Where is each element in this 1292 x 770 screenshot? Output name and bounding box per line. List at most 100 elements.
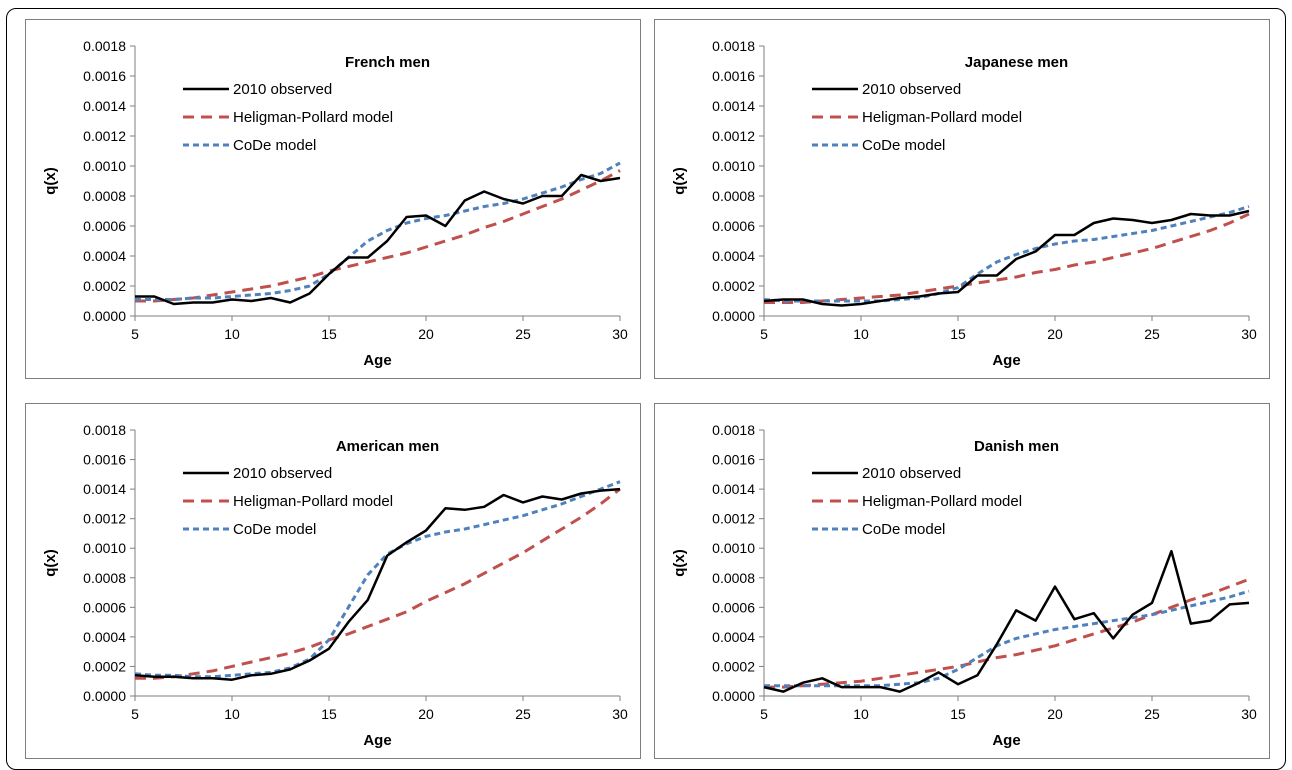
chart-border <box>25 403 641 759</box>
x-axis-title: Age <box>363 732 391 749</box>
x-tick-label: 25 <box>1144 706 1160 722</box>
y-axis-title: q(x) <box>671 167 688 195</box>
y-tick-label: 0.0004 <box>83 248 126 264</box>
y-tick-label: 0.0002 <box>83 278 126 294</box>
y-tick-label: 0.0016 <box>83 68 126 84</box>
y-axis-title: q(x) <box>42 167 59 195</box>
series-line-heligman-pollard-model <box>764 577 1250 689</box>
x-tick-label: 30 <box>612 326 628 342</box>
chart-panel-japanese-men: 0.0000 0.0002 0.0004 0.0006 0.0008 0.0010 0.00… <box>654 19 1270 379</box>
series-line-heligman-pollard-model <box>135 169 621 303</box>
legend-label-heligman-pollard-model: Heligman-Pollard model <box>233 109 393 126</box>
x-axis-title: Age <box>992 352 1020 369</box>
legend-label-code-model: CoDe model <box>233 137 316 154</box>
chart-border <box>654 19 1270 379</box>
x-tick-label: 10 <box>853 706 869 722</box>
x-tick-label: 20 <box>1047 326 1063 342</box>
y-tick-label: 0.0012 <box>712 128 755 144</box>
y-tick-label: 0.0010 <box>83 158 126 174</box>
y-tick-label: 0.0018 <box>712 38 755 54</box>
y-tick-label: 0.0008 <box>83 570 126 586</box>
chart-title: French men <box>345 54 430 71</box>
y-tick-label: 0.0000 <box>712 308 755 324</box>
y-tick-label: 0.0000 <box>83 308 126 324</box>
x-tick-label: 30 <box>1241 706 1257 722</box>
x-tick-label: 25 <box>515 706 531 722</box>
y-tick-label: 0.0000 <box>712 688 755 704</box>
y-tick-label: 0.0010 <box>712 158 755 174</box>
y-axis-title: q(x) <box>42 549 59 577</box>
legend-label-code-model: CoDe model <box>862 137 945 154</box>
series-line-code-model <box>135 161 621 301</box>
y-tick-label: 0.0006 <box>712 218 755 234</box>
series-line-heligman-pollard-model <box>135 487 621 680</box>
legend-label-2010-observed: 2010 observed <box>862 81 961 98</box>
y-tick-label: 0.0004 <box>83 629 126 645</box>
y-axis-title: q(x) <box>671 549 688 577</box>
x-tick-label: 5 <box>131 326 139 342</box>
chart-panel-danish-men: 0.0000 0.0002 0.0004 0.0006 0.0008 0.0010 0.00… <box>654 403 1270 759</box>
series-line-2010-observed <box>135 173 621 306</box>
chart-panel-french-men: 0.0000 0.0002 0.0004 0.0006 0.0008 0.0010 0.00… <box>25 19 641 379</box>
y-tick-label: 0.0012 <box>712 511 755 527</box>
y-tick-label: 0.0006 <box>712 599 755 615</box>
y-tick-label: 0.0004 <box>712 248 755 264</box>
x-tick-label: 5 <box>760 706 768 722</box>
x-tick-label: 30 <box>612 706 628 722</box>
series-line-heligman-pollard-model <box>764 212 1250 304</box>
legend-label-2010-observed: 2010 observed <box>233 81 332 98</box>
x-tick-label: 10 <box>224 706 240 722</box>
chart-title: Danish men <box>974 438 1059 455</box>
y-tick-label: 0.0018 <box>83 38 126 54</box>
series-line-code-model <box>764 589 1250 688</box>
x-tick-label: 20 <box>1047 706 1063 722</box>
series-line-code-model <box>134 480 621 679</box>
y-tick-label: 0.0006 <box>83 218 126 234</box>
y-tick-label: 0.0004 <box>712 629 755 645</box>
y-tick-label: 0.0012 <box>83 128 126 144</box>
x-tick-label: 10 <box>853 326 869 342</box>
y-tick-label: 0.0008 <box>83 188 126 204</box>
x-tick-label: 15 <box>950 326 966 342</box>
x-tick-label: 15 <box>321 326 337 342</box>
series-line-2010-observed <box>763 549 1250 693</box>
x-tick-label: 15 <box>321 706 337 722</box>
y-tick-label: 0.0018 <box>712 422 755 438</box>
y-tick-label: 0.0014 <box>83 481 126 497</box>
chart-title: American men <box>336 438 439 455</box>
y-tick-label: 0.0002 <box>712 658 755 674</box>
figure-frame: 0.0000 0.0002 0.0004 0.0006 0.0008 0.0010 0.00… <box>6 8 1286 770</box>
legend-label-2010-observed: 2010 observed <box>862 465 961 482</box>
y-tick-label: 0.0008 <box>712 570 755 586</box>
x-tick-label: 15 <box>950 706 966 722</box>
legend-label-heligman-pollard-model: Heligman-Pollard model <box>862 493 1022 510</box>
y-tick-label: 0.0016 <box>83 452 126 468</box>
x-axis-title: Age <box>992 732 1020 749</box>
x-tick-label: 20 <box>418 706 434 722</box>
legend-label-code-model: CoDe model <box>862 521 945 538</box>
series-line-2010-observed <box>763 209 1250 307</box>
x-axis-title: Age <box>363 352 391 369</box>
series-line-2010-observed <box>134 487 621 681</box>
legend-label-heligman-pollard-model: Heligman-Pollard model <box>233 493 393 510</box>
x-tick-label: 30 <box>1241 326 1257 342</box>
x-tick-label: 10 <box>224 326 240 342</box>
x-tick-label: 25 <box>515 326 531 342</box>
chart-title: Japanese men <box>965 54 1068 71</box>
chart-panel-american-men: 0.0000 0.0002 0.0004 0.0006 0.0008 0.0010 0.00… <box>25 403 641 759</box>
y-tick-label: 0.0014 <box>83 98 126 114</box>
legend-label-code-model: CoDe model <box>233 521 316 538</box>
legend-label-heligman-pollard-model: Heligman-Pollard model <box>862 109 1022 126</box>
y-tick-label: 0.0014 <box>712 98 755 114</box>
x-tick-label: 5 <box>131 706 139 722</box>
y-tick-label: 0.0008 <box>712 188 755 204</box>
y-tick-label: 0.0010 <box>83 540 126 556</box>
y-tick-label: 0.0014 <box>712 481 755 497</box>
y-tick-label: 0.0018 <box>83 422 126 438</box>
y-tick-label: 0.0012 <box>83 511 126 527</box>
y-tick-label: 0.0000 <box>83 688 126 704</box>
x-tick-label: 25 <box>1144 326 1160 342</box>
x-tick-label: 20 <box>418 326 434 342</box>
y-tick-label: 0.0016 <box>712 452 755 468</box>
y-tick-label: 0.0016 <box>712 68 755 84</box>
